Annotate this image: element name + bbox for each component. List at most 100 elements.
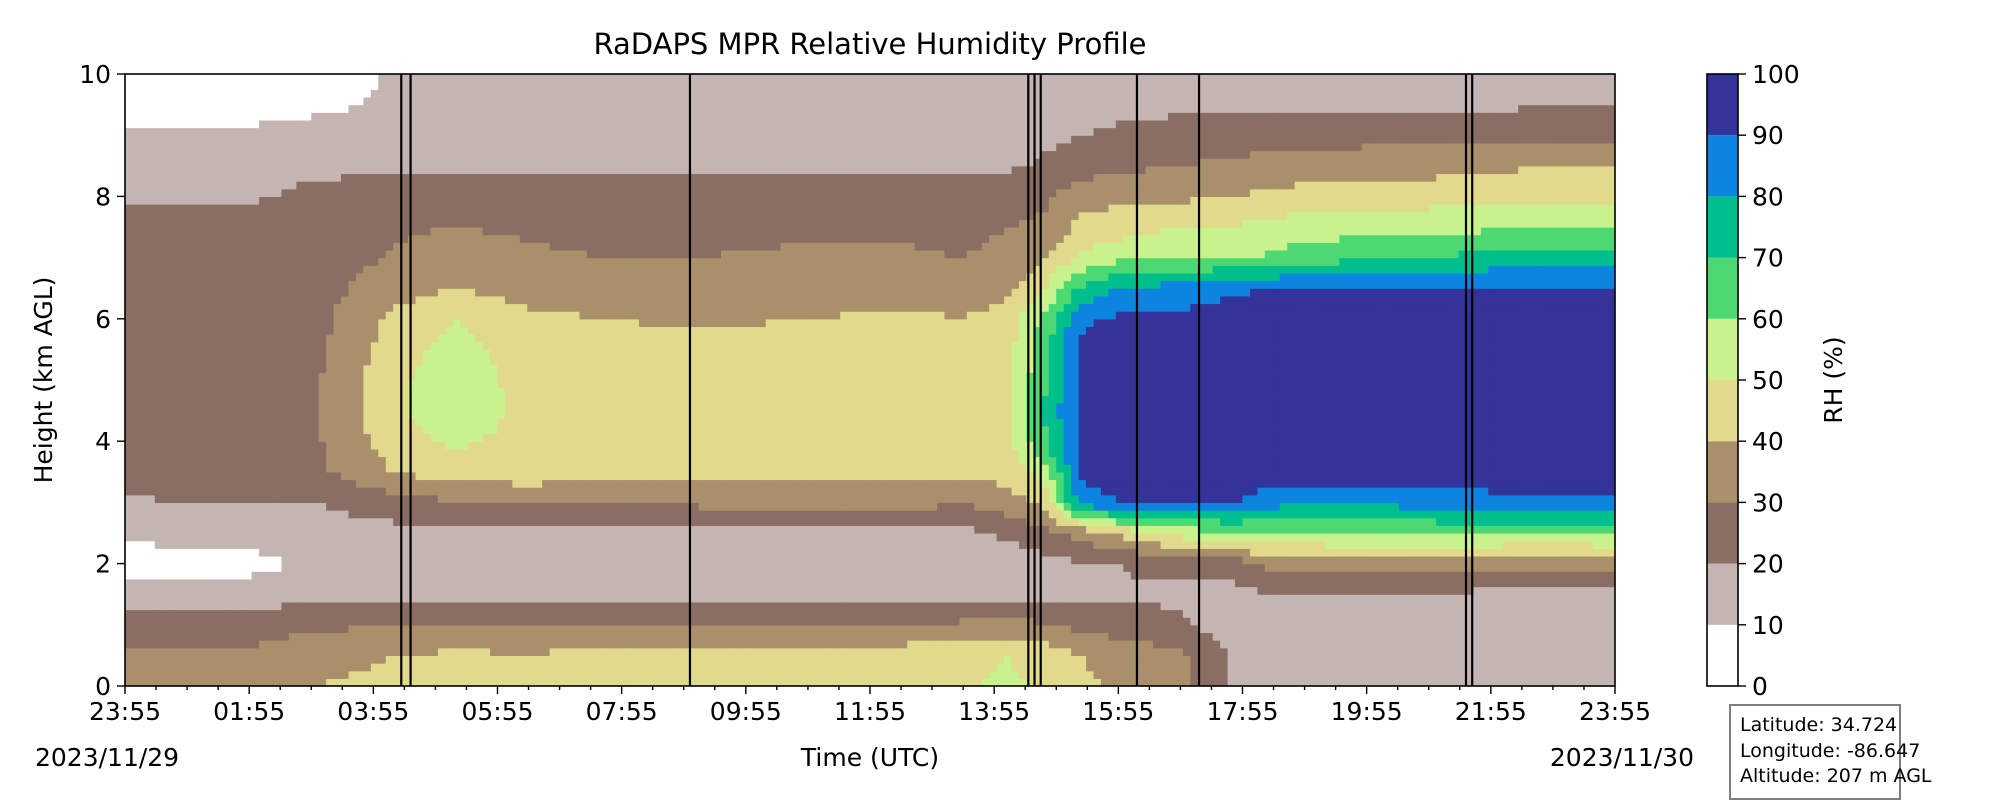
heat-cell xyxy=(572,387,581,396)
heat-cell xyxy=(400,456,409,465)
heat-cell xyxy=(385,555,394,565)
heat-cell xyxy=(132,533,141,542)
heat-cell xyxy=(296,150,305,159)
heat-cell xyxy=(355,617,364,626)
heat-cell xyxy=(125,173,134,182)
heat-cell xyxy=(326,89,335,98)
heat-cell xyxy=(326,533,335,542)
heat-cell xyxy=(244,594,253,603)
heat-cell xyxy=(482,219,491,228)
heat-cell xyxy=(355,609,364,618)
heat-cell xyxy=(519,357,528,366)
heat-cell xyxy=(259,586,268,595)
heat-cell xyxy=(519,249,528,259)
heat-cell xyxy=(154,502,163,511)
heat-cell xyxy=(557,502,566,511)
heat-cell xyxy=(274,165,283,175)
heat-cell xyxy=(147,586,156,595)
heat-cell xyxy=(333,326,342,335)
heat-cell xyxy=(214,525,223,534)
heat-cell xyxy=(341,165,350,175)
heat-cell xyxy=(460,425,469,435)
heat-cell xyxy=(415,494,424,503)
heat-cell xyxy=(184,380,193,389)
heat-cell xyxy=(475,578,484,588)
heat-cell xyxy=(296,647,305,656)
heat-cell xyxy=(557,380,566,389)
heat-cell xyxy=(355,563,364,572)
heat-cell xyxy=(572,364,581,373)
heat-cell xyxy=(467,510,476,519)
heat-cell xyxy=(385,249,394,259)
heat-cell xyxy=(400,341,409,350)
heat-cell xyxy=(460,211,469,220)
heat-cell xyxy=(572,433,581,442)
heat-cell xyxy=(266,425,275,435)
heat-cell xyxy=(445,234,454,243)
heat-cell xyxy=(370,280,379,289)
heat-cell xyxy=(579,181,588,190)
heat-cell xyxy=(504,272,513,282)
heat-cell xyxy=(423,135,432,144)
heat-cell xyxy=(527,158,536,167)
heat-cell xyxy=(348,74,357,83)
heat-cell xyxy=(288,601,297,611)
heat-cell xyxy=(341,632,350,641)
heat-cell xyxy=(467,272,476,282)
heat-cell xyxy=(244,617,253,626)
heat-cell xyxy=(139,594,148,603)
heat-cell xyxy=(363,655,372,664)
heat-cell xyxy=(542,594,551,603)
heat-cell xyxy=(408,181,417,190)
heat-cell xyxy=(236,479,245,488)
heat-cell xyxy=(467,364,476,373)
heat-cell xyxy=(236,158,245,167)
heat-cell xyxy=(512,525,521,534)
heat-cell xyxy=(154,640,163,649)
heat-cell xyxy=(311,81,320,90)
heat-cell xyxy=(192,540,201,549)
heat-cell xyxy=(288,563,297,572)
heat-cell xyxy=(437,249,446,259)
heat-cell xyxy=(139,142,148,152)
heat-cell xyxy=(266,234,275,243)
heat-cell xyxy=(214,548,223,557)
heat-cell xyxy=(221,142,230,152)
heat-cell xyxy=(557,219,566,228)
heat-cell xyxy=(274,158,283,167)
heat-cell xyxy=(385,295,394,305)
heat-cell xyxy=(557,96,566,106)
heat-cell xyxy=(169,525,178,534)
heat-cell xyxy=(437,295,446,305)
heat-cell xyxy=(437,433,446,442)
heat-cell xyxy=(415,112,424,121)
heat-cell xyxy=(460,341,469,350)
heat-cell xyxy=(318,349,327,358)
heat-cell xyxy=(333,586,342,595)
heat-cell xyxy=(534,150,543,159)
heat-cell xyxy=(497,563,506,572)
heat-cell xyxy=(475,372,484,381)
heat-cell xyxy=(370,341,379,350)
heat-cell xyxy=(564,288,573,297)
heat-cell xyxy=(482,555,491,565)
heat-cell xyxy=(430,81,439,90)
heat-cell xyxy=(400,510,409,519)
heat-cell xyxy=(184,663,193,672)
heat-cell xyxy=(363,227,372,236)
heat-cell xyxy=(370,272,379,282)
heat-cell xyxy=(452,74,461,83)
heat-cell xyxy=(125,265,134,274)
heat-cell xyxy=(236,586,245,595)
heat-cell xyxy=(341,380,350,389)
heat-cell xyxy=(333,318,342,328)
heat-cell xyxy=(266,112,275,121)
heat-cell xyxy=(460,617,469,626)
heat-cell xyxy=(527,272,536,282)
heat-cell xyxy=(572,196,581,205)
heat-cell xyxy=(370,540,379,549)
heat-cell xyxy=(311,119,320,129)
heat-cell xyxy=(199,517,208,526)
heat-cell xyxy=(199,119,208,129)
heat-cell xyxy=(139,372,148,381)
